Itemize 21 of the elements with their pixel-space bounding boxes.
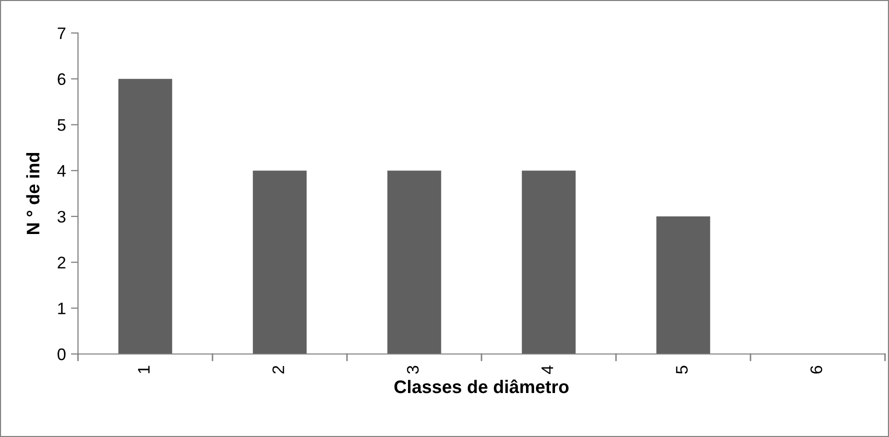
x-axis-title: Classes de diâmetro xyxy=(394,380,569,394)
x-tick-label: 5 xyxy=(676,366,688,374)
x-tick-label: 2 xyxy=(272,366,284,374)
bar xyxy=(656,216,710,354)
y-tick-label: 4 xyxy=(57,165,66,177)
bar xyxy=(252,170,307,354)
y-axis-title: N ° de ind xyxy=(26,152,40,234)
x-tick-label: 4 xyxy=(542,366,554,374)
bar xyxy=(387,170,442,354)
y-tick-label: 5 xyxy=(58,119,66,131)
y-tick-label: 6 xyxy=(58,73,66,86)
y-tick-label: 2 xyxy=(58,256,66,268)
y-tick-label: 7 xyxy=(58,28,66,40)
y-tick-label: 1 xyxy=(58,302,66,314)
y-tick-label: 3 xyxy=(58,210,66,223)
x-tick-label: 3 xyxy=(406,366,419,374)
bar xyxy=(522,170,576,354)
y-tick-label: 0 xyxy=(58,348,66,360)
bar xyxy=(118,78,172,354)
x-tick-label: 6 xyxy=(810,366,822,374)
x-tick-label: 1 xyxy=(138,366,150,374)
